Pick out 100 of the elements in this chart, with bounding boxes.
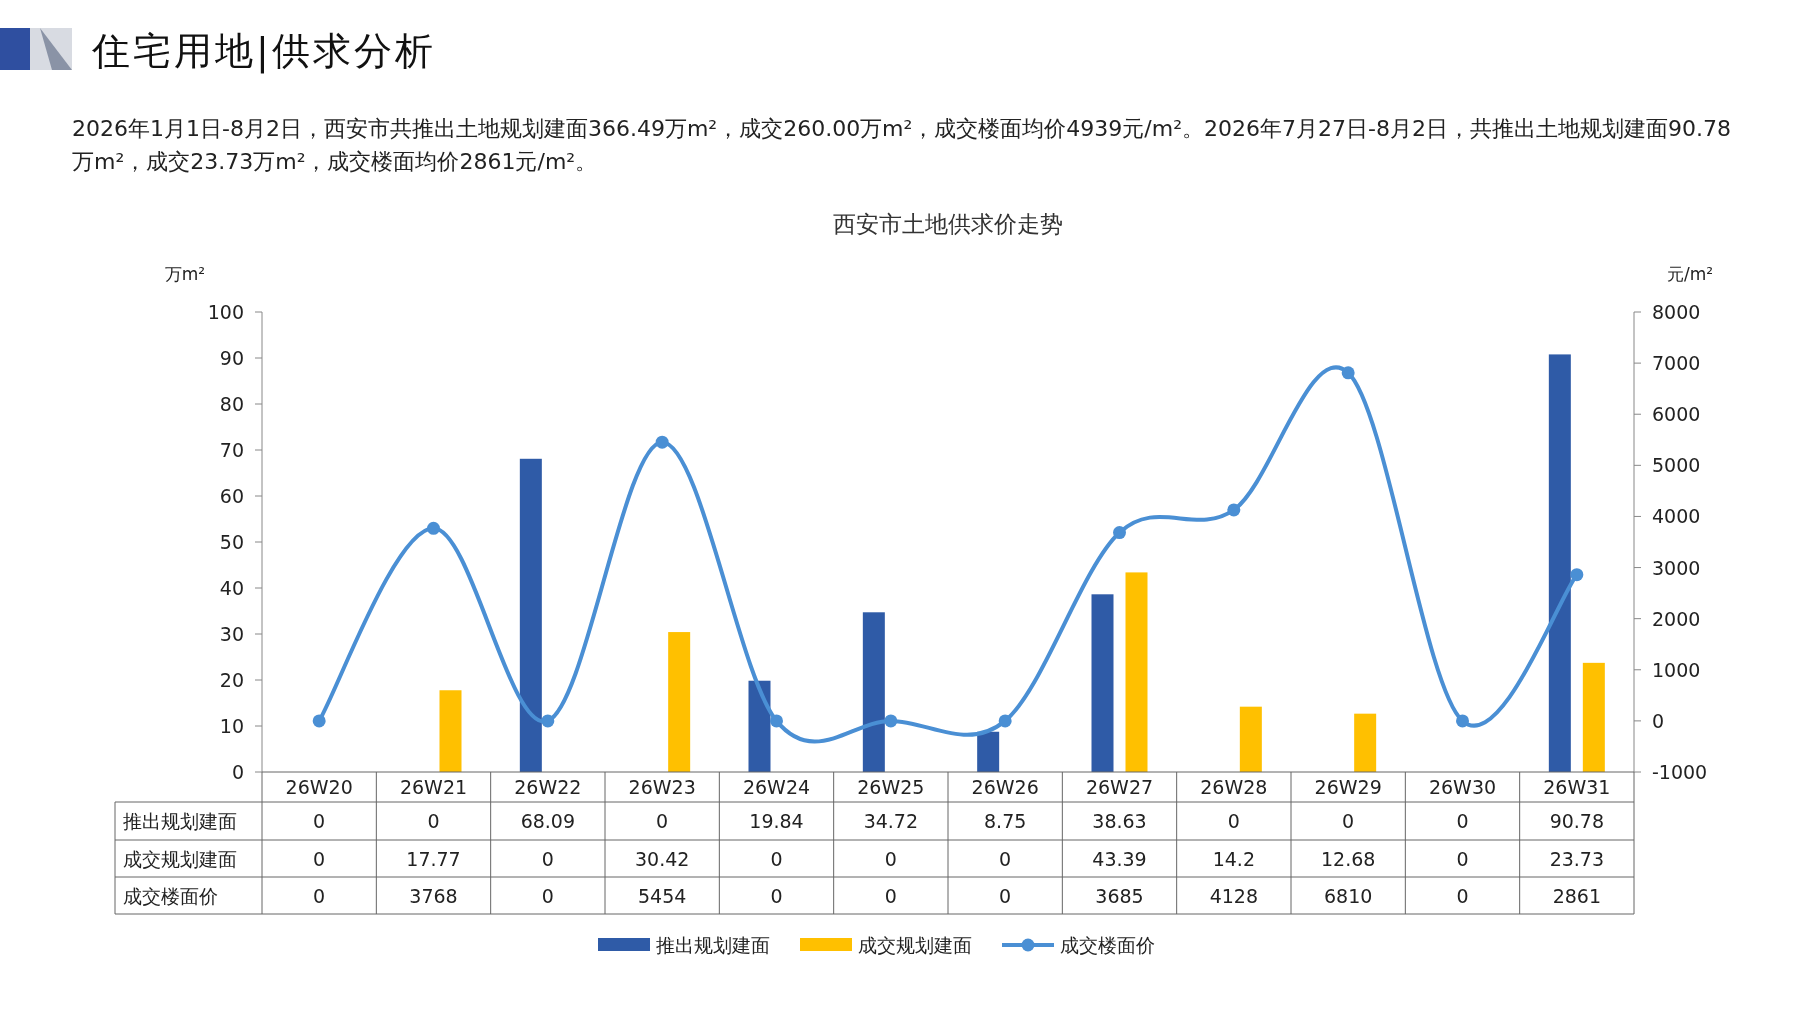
- data-label: 0: [427, 810, 440, 832]
- y2-tick-label: 7000: [1652, 352, 1701, 375]
- bar: [748, 680, 771, 772]
- data-label: 0: [1456, 847, 1469, 870]
- data-label: 0: [313, 884, 326, 907]
- data-label: 2861: [1552, 884, 1602, 907]
- x-tick-label: 26W27: [1085, 776, 1154, 798]
- data-label: 14.2: [1212, 847, 1255, 870]
- data-label: 34.72: [863, 810, 919, 832]
- data-label: 4128: [1209, 884, 1259, 907]
- x-tick-label: 26W29: [1314, 776, 1382, 798]
- data-label: 0: [884, 847, 897, 870]
- x-tick-label: 26W26: [971, 776, 1039, 798]
- point: [655, 435, 669, 449]
- data-label: 0: [313, 810, 326, 832]
- legend-label: 成交楼面价: [1060, 934, 1155, 956]
- y2-tick-label: 6000: [1652, 403, 1701, 426]
- data-label: 0: [313, 847, 326, 870]
- bar: [439, 690, 462, 772]
- bar: [1582, 662, 1605, 772]
- y2-tick-label: 8000: [1652, 301, 1701, 323]
- y2-tick-label: 5000: [1652, 454, 1701, 477]
- legend-label: 推出规划建面: [656, 934, 770, 956]
- y-tick-label: 10: [219, 715, 244, 737]
- x-tick-label: 26W23: [628, 776, 696, 798]
- y2-tick-label: 4000: [1652, 505, 1701, 528]
- y2-tick-label: 1000: [1652, 658, 1701, 681]
- chart-title: 西安市土地供求价走势: [833, 211, 1063, 237]
- data-label: 0: [999, 884, 1012, 907]
- bar: [862, 612, 885, 772]
- x-tick-label: 26W31: [1543, 776, 1611, 798]
- y2-tick-label: 2000: [1652, 607, 1701, 630]
- data-label: 0: [770, 847, 783, 870]
- bar: [1548, 354, 1571, 772]
- y2-tick-label: -1000: [1652, 761, 1708, 783]
- point: [1227, 503, 1241, 517]
- y-tick-label: 40: [219, 577, 244, 599]
- point: [312, 714, 326, 728]
- y2-tick-label: 3000: [1652, 556, 1701, 579]
- y-tick-label: 30: [219, 623, 244, 645]
- data-label: 68.09: [520, 810, 576, 832]
- y-tick-label: 100: [207, 301, 244, 323]
- bar: [519, 458, 542, 772]
- bar: [1239, 706, 1262, 772]
- point: [427, 521, 440, 535]
- data-label: 0: [541, 884, 554, 907]
- y-tick-label: 90: [219, 347, 244, 369]
- data-label: 0: [999, 847, 1012, 870]
- data-label: 0: [770, 884, 783, 907]
- y-tick-label: 50: [219, 531, 244, 553]
- y2-tick-label: 0: [1652, 709, 1665, 732]
- data-label: 17.77: [406, 847, 461, 870]
- y-tick-label: 60: [219, 485, 244, 507]
- data-label: 12.68: [1320, 847, 1376, 870]
- data-label: 23.73: [1549, 847, 1605, 870]
- text: 成交规划建面: [123, 847, 237, 870]
- y2-axis-title: 元/m²: [1666, 264, 1714, 284]
- data-label: 30.42: [634, 847, 690, 870]
- y-tick-label: 80: [219, 393, 244, 415]
- text: 住宅用地|供求分析: [91, 29, 436, 74]
- x-tick-label: 26W21: [399, 776, 468, 798]
- x-tick-label: 26W28: [1200, 776, 1268, 798]
- x-tick-label: 26W22: [514, 776, 582, 798]
- point: [1570, 568, 1584, 582]
- data-label: 19.84: [749, 810, 804, 832]
- text: 推出规划建面: [123, 810, 237, 832]
- data-label: 0: [541, 847, 554, 870]
- x-tick-label: 26W20: [285, 776, 353, 798]
- bar: [668, 632, 691, 772]
- data-label: 90.78: [1549, 810, 1605, 832]
- x-tick-label: 26W30: [1428, 776, 1497, 798]
- data-label: 3768: [409, 884, 458, 907]
- bar: [977, 731, 1000, 772]
- text: 2026年1月1日-8月2日，西安市共推出土地规划建面366.49万m²，成交260.00万m²，成交楼面均价4939元/m²。2026年7月27日-8月2日，共推出土地规划建面90.78万m²，成交23.73万m²，成交楼面均价2861元/m²。: [72, 115, 1732, 176]
- data-label: 0: [1227, 810, 1240, 832]
- text: 成交楼面价: [123, 884, 218, 907]
- bar: [1091, 594, 1114, 772]
- y-axis-title: 万m²: [164, 264, 206, 284]
- data-label: 5454: [637, 884, 687, 907]
- data-label: 38.63: [1092, 810, 1147, 832]
- point: [1113, 526, 1126, 540]
- point: [884, 714, 898, 728]
- x-tick-label: 26W25: [857, 776, 925, 798]
- y-tick-label: 0: [231, 761, 244, 783]
- bar: [1125, 572, 1148, 772]
- data-label: 0: [1456, 884, 1469, 907]
- point: [1341, 366, 1355, 380]
- data-label: 0: [656, 810, 669, 832]
- data-label: 8.75: [984, 810, 1027, 832]
- data-label: 6810: [1323, 884, 1373, 907]
- data-label: 0: [1456, 810, 1469, 832]
- point: [998, 714, 1012, 728]
- data-label: 43.39: [1092, 847, 1147, 870]
- data-label: 0: [1342, 810, 1355, 832]
- bar: [1354, 713, 1377, 772]
- legend-label: 成交规划建面: [858, 934, 972, 956]
- data-label: 3685: [1095, 884, 1144, 907]
- x-tick-label: 26W24: [742, 776, 811, 798]
- point: [1456, 714, 1469, 728]
- point: [770, 714, 783, 728]
